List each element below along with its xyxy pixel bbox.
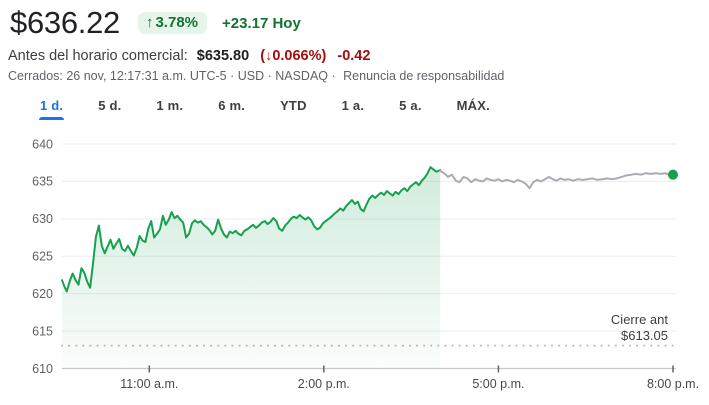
x-axis-label: 8:00 p.m. (647, 377, 699, 391)
market-status-line: Cerrados: 26 nov, 12:17:31 a.m. UTC-5 · … (8, 69, 504, 83)
disclaimer-link[interactable]: Renuncia de responsabilidad (343, 69, 505, 83)
price-line-after_hours (439, 169, 674, 190)
tab-1-d[interactable]: 1 d. (39, 96, 65, 120)
premarket-label: Antes del horario comercial: (8, 48, 188, 64)
price-area-fill (62, 167, 441, 369)
tab-5-a[interactable]: 5 a. (398, 96, 422, 120)
price-row: $636.22 ↑ 3.78% +23.17 Hoy (10, 4, 301, 42)
y-axis-label: 620 (32, 287, 53, 301)
premarket-row: Antes del horario comercial: $635.80 (↓0… (8, 48, 370, 64)
price-line-regular (61, 166, 442, 293)
premarket-percent: (↓0.066%) (260, 48, 326, 64)
premarket-percent-value: 0.066% (272, 48, 322, 64)
y-axis-label: 625 (32, 250, 53, 264)
y-axis-label: 610 (32, 362, 53, 376)
down-arrow-icon: ↓ (265, 48, 273, 64)
x-axis-label: 11:00 a.m. (120, 377, 178, 391)
premarket-change-amount: -0.42 (337, 48, 371, 64)
range-tabs: 1 d. 5 d. 1 m. 6 m. YTD 1 a. 5 a. MÁX. (39, 96, 491, 120)
y-axis-label: 615 (32, 324, 53, 338)
paren-close: ) (321, 48, 327, 64)
latest-price-marker (668, 169, 678, 180)
prev-close-label: $613.05 (621, 328, 668, 343)
y-axis-label: 635 (32, 175, 53, 189)
change-amount-today: +23.17 Hoy (222, 14, 301, 32)
x-axis-label: 5:00 p.m. (472, 377, 524, 391)
tab-1-a[interactable]: 1 a. (341, 96, 365, 120)
y-axis-label: 630 (32, 212, 53, 226)
tab-ytd[interactable]: YTD (279, 96, 308, 120)
market-status-text: Cerrados: 26 nov, 12:17:31 a.m. UTC-5 · … (8, 69, 336, 83)
premarket-price: $635.80 (196, 48, 250, 64)
tab-5-d[interactable]: 5 d. (97, 96, 122, 120)
paren-open: ( (260, 48, 266, 64)
tab-1-m[interactable]: 1 m. (155, 96, 184, 120)
y-axis-label: 640 (32, 137, 53, 151)
change-percent: 3.78% (155, 14, 199, 31)
change-percent-badge: ↑ 3.78% (137, 12, 208, 34)
current-price: $636.22 (10, 5, 120, 40)
up-arrow-icon: ↑ (145, 14, 154, 31)
x-axis-label: 2:00 p.m. (298, 377, 350, 391)
prev-close-label: Cierre ant (611, 312, 668, 327)
tab-6-m[interactable]: 6 m. (217, 96, 246, 120)
tab-max[interactable]: MÁX. (456, 96, 491, 120)
